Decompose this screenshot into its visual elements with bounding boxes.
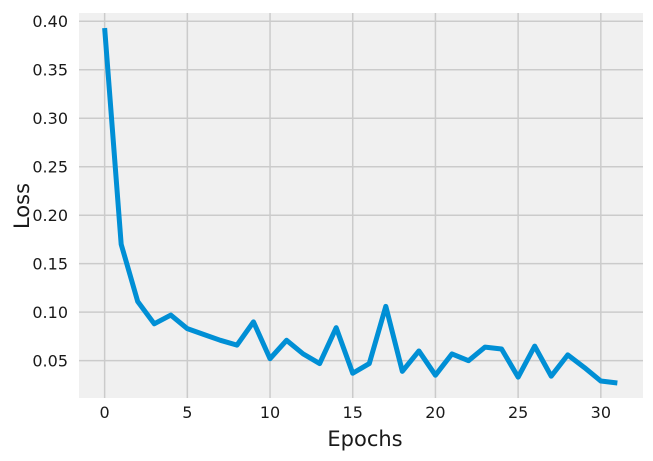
x-tick-label: 10 [260, 403, 280, 422]
y-tick-label: 0.35 [32, 61, 68, 80]
y-axis-label: Loss [10, 183, 34, 229]
plot-area [79, 13, 643, 398]
series-layer [102, 27, 618, 386]
y-tick-label: 0.15 [32, 255, 68, 274]
x-axis-label: Epochs [327, 427, 402, 451]
y-tick-label: 0.40 [32, 12, 68, 31]
x-tick-label: 15 [343, 403, 363, 422]
x-tick-labels: 0 5 10 15 20 25 30 [100, 403, 611, 422]
x-tick-label: 20 [425, 403, 445, 422]
x-tick-label: 25 [508, 403, 528, 422]
x-tick-label: 30 [591, 403, 611, 422]
loss-series-line [102, 27, 618, 386]
x-tick-label: 5 [182, 403, 192, 422]
x-tick-label: 0 [100, 403, 110, 422]
y-tick-label: 0.05 [32, 352, 68, 371]
y-tick-labels: 0.05 0.10 0.15 0.20 0.25 0.30 0.35 0.40 [32, 12, 68, 370]
y-tick-label: 0.30 [32, 109, 68, 128]
y-tick-label: 0.20 [32, 206, 68, 225]
y-gridlines [79, 20, 643, 362]
x-gridlines [103, 13, 602, 398]
y-tick-label: 0.25 [32, 158, 68, 177]
y-tick-label: 0.10 [32, 303, 68, 322]
